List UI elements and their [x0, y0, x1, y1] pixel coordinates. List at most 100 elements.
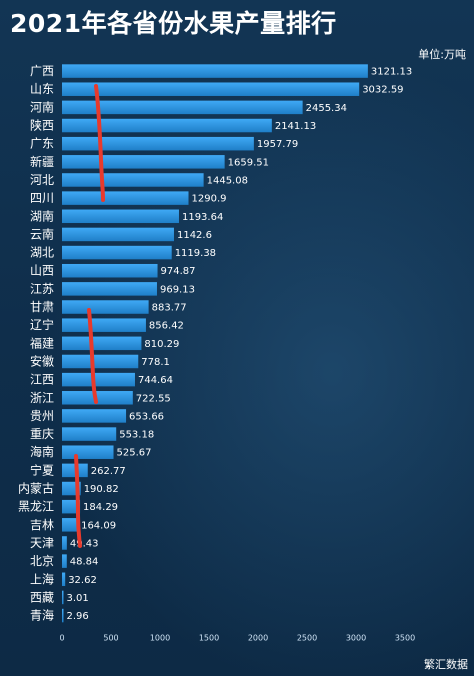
category-label: 宁夏 [30, 462, 54, 477]
bar [62, 245, 172, 260]
x-tick-label: 3000 [346, 634, 366, 643]
category-label: 江西 [30, 373, 54, 387]
bar [62, 173, 204, 187]
category-label: 海南 [30, 444, 54, 459]
value-label: 2141.13 [275, 121, 316, 132]
value-label: 1957.79 [257, 139, 298, 150]
bar [62, 300, 149, 314]
bar [62, 518, 79, 532]
value-label: 2455.34 [306, 103, 347, 114]
bar [62, 409, 127, 423]
category-label: 安徽 [30, 353, 54, 368]
category-label: 青海 [30, 608, 54, 623]
bar [62, 100, 303, 115]
annotation-marks [74, 84, 105, 548]
value-label: 744.64 [138, 375, 173, 386]
x-tick-label: 0 [59, 634, 64, 643]
x-tick-label: 3500 [395, 634, 415, 643]
category-label: 湖南 [30, 208, 54, 223]
x-axis: 0 500 1000 1500 2000 2500 3000 3500 [59, 634, 415, 643]
value-label: 184.29 [83, 502, 118, 513]
category-label: 湖北 [30, 245, 54, 260]
category-label: 山东 [30, 82, 54, 96]
value-label: 974.87 [161, 266, 196, 277]
x-tick-label: 500 [103, 634, 118, 643]
category-label: 河南 [30, 99, 54, 114]
bar [62, 608, 64, 623]
x-tick-label: 1000 [150, 634, 170, 643]
value-label: 3.01 [67, 593, 89, 604]
value-label: 969.13 [160, 284, 195, 295]
bar [62, 282, 157, 296]
category-label: 西藏 [30, 590, 54, 604]
value-label: 2.96 [67, 611, 89, 622]
red-annotation-stroke [87, 308, 98, 404]
value-label: 49.43 [70, 538, 99, 549]
value-label: 1142.6 [177, 230, 212, 241]
value-label: 653.66 [129, 411, 164, 422]
red-annotation-stroke [94, 84, 105, 202]
category-label: 广东 [30, 137, 54, 151]
category-label: 天津 [30, 536, 54, 550]
category-label: 新疆 [30, 154, 54, 169]
value-label: 810.29 [144, 339, 179, 350]
bar [62, 536, 67, 550]
category-label: 吉林 [30, 518, 54, 532]
bar [62, 118, 272, 133]
bar [62, 82, 360, 96]
category-label: 贵州 [30, 409, 54, 423]
value-label: 164.09 [81, 520, 116, 531]
value-label: 553.18 [119, 430, 154, 441]
bar [62, 372, 135, 387]
value-label: 32.62 [68, 575, 97, 586]
value-label: 883.77 [152, 303, 187, 314]
category-label: 河北 [30, 173, 54, 187]
category-label: 甘肃 [30, 300, 54, 314]
value-label: 1659.51 [228, 157, 269, 168]
category-label: 浙江 [30, 391, 54, 405]
value-label: 1445.08 [207, 175, 248, 186]
bar [62, 318, 146, 332]
category-label: 内蒙古 [18, 481, 54, 496]
bar [62, 336, 142, 351]
bar [62, 499, 81, 514]
chart-title: 2021年各省份水果产量排行 [10, 9, 337, 38]
value-label: 1119.38 [175, 248, 216, 259]
source-label: 繁汇数据 [424, 658, 468, 671]
value-label: 3121.13 [371, 67, 412, 78]
bar [62, 191, 189, 205]
category-label: 福建 [30, 335, 54, 350]
bar [62, 427, 117, 441]
value-label: 856.42 [149, 321, 184, 332]
bar [62, 64, 368, 78]
category-label: 北京 [30, 554, 54, 568]
category-label: 山西 [30, 264, 54, 278]
bar [62, 263, 158, 278]
value-label: 525.67 [117, 448, 152, 459]
bar [62, 590, 64, 605]
value-label: 3032.59 [362, 85, 403, 96]
category-label: 上海 [30, 571, 54, 586]
x-tick-label: 1500 [199, 634, 219, 643]
category-label: 重庆 [30, 427, 54, 441]
red-annotation-stroke [74, 454, 82, 548]
category-label: 四川 [30, 191, 54, 205]
bar [62, 155, 225, 169]
value-label: 778.1 [141, 357, 170, 368]
category-label: 云南 [30, 226, 54, 241]
bar [62, 227, 174, 242]
bar [62, 554, 67, 568]
unit-label: 单位:万吨 [418, 48, 466, 61]
category-label: 辽宁 [30, 317, 54, 332]
bar [62, 391, 133, 405]
value-label: 1290.9 [192, 194, 227, 205]
category-label: 江苏 [30, 282, 54, 296]
value-label: 48.84 [70, 557, 99, 568]
value-label: 1193.64 [182, 212, 223, 223]
bars-group: 广西 3121.13 山东 3032.59 河南 2455.34 陕西 2141.13 广东 19… [18, 64, 412, 623]
category-label: 陕西 [30, 118, 54, 133]
category-label: 黑龙江 [18, 500, 54, 514]
bar [62, 136, 254, 151]
bar [62, 209, 179, 224]
